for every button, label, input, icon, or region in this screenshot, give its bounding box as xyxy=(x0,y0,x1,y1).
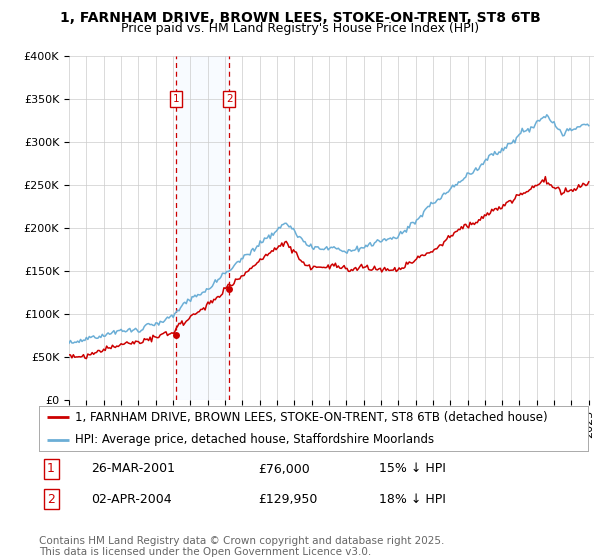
Text: £129,950: £129,950 xyxy=(259,493,318,506)
Text: HPI: Average price, detached house, Staffordshire Moorlands: HPI: Average price, detached house, Staf… xyxy=(74,433,434,446)
Text: 1: 1 xyxy=(47,463,55,475)
Text: £76,000: £76,000 xyxy=(259,463,310,475)
Text: 02-APR-2004: 02-APR-2004 xyxy=(91,493,172,506)
Text: 2: 2 xyxy=(226,94,233,104)
Text: 1: 1 xyxy=(173,94,179,104)
Bar xyxy=(176,56,229,400)
Text: 1, FARNHAM DRIVE, BROWN LEES, STOKE-ON-TRENT, ST8 6TB: 1, FARNHAM DRIVE, BROWN LEES, STOKE-ON-T… xyxy=(59,11,541,25)
Text: 15% ↓ HPI: 15% ↓ HPI xyxy=(379,463,446,475)
Text: Price paid vs. HM Land Registry's House Price Index (HPI): Price paid vs. HM Land Registry's House … xyxy=(121,22,479,35)
Text: 18% ↓ HPI: 18% ↓ HPI xyxy=(379,493,446,506)
Text: 1, FARNHAM DRIVE, BROWN LEES, STOKE-ON-TRENT, ST8 6TB (detached house): 1, FARNHAM DRIVE, BROWN LEES, STOKE-ON-T… xyxy=(74,410,547,424)
Text: 2: 2 xyxy=(47,493,55,506)
Text: Contains HM Land Registry data © Crown copyright and database right 2025.
This d: Contains HM Land Registry data © Crown c… xyxy=(39,535,445,557)
Text: 26-MAR-2001: 26-MAR-2001 xyxy=(91,463,175,475)
